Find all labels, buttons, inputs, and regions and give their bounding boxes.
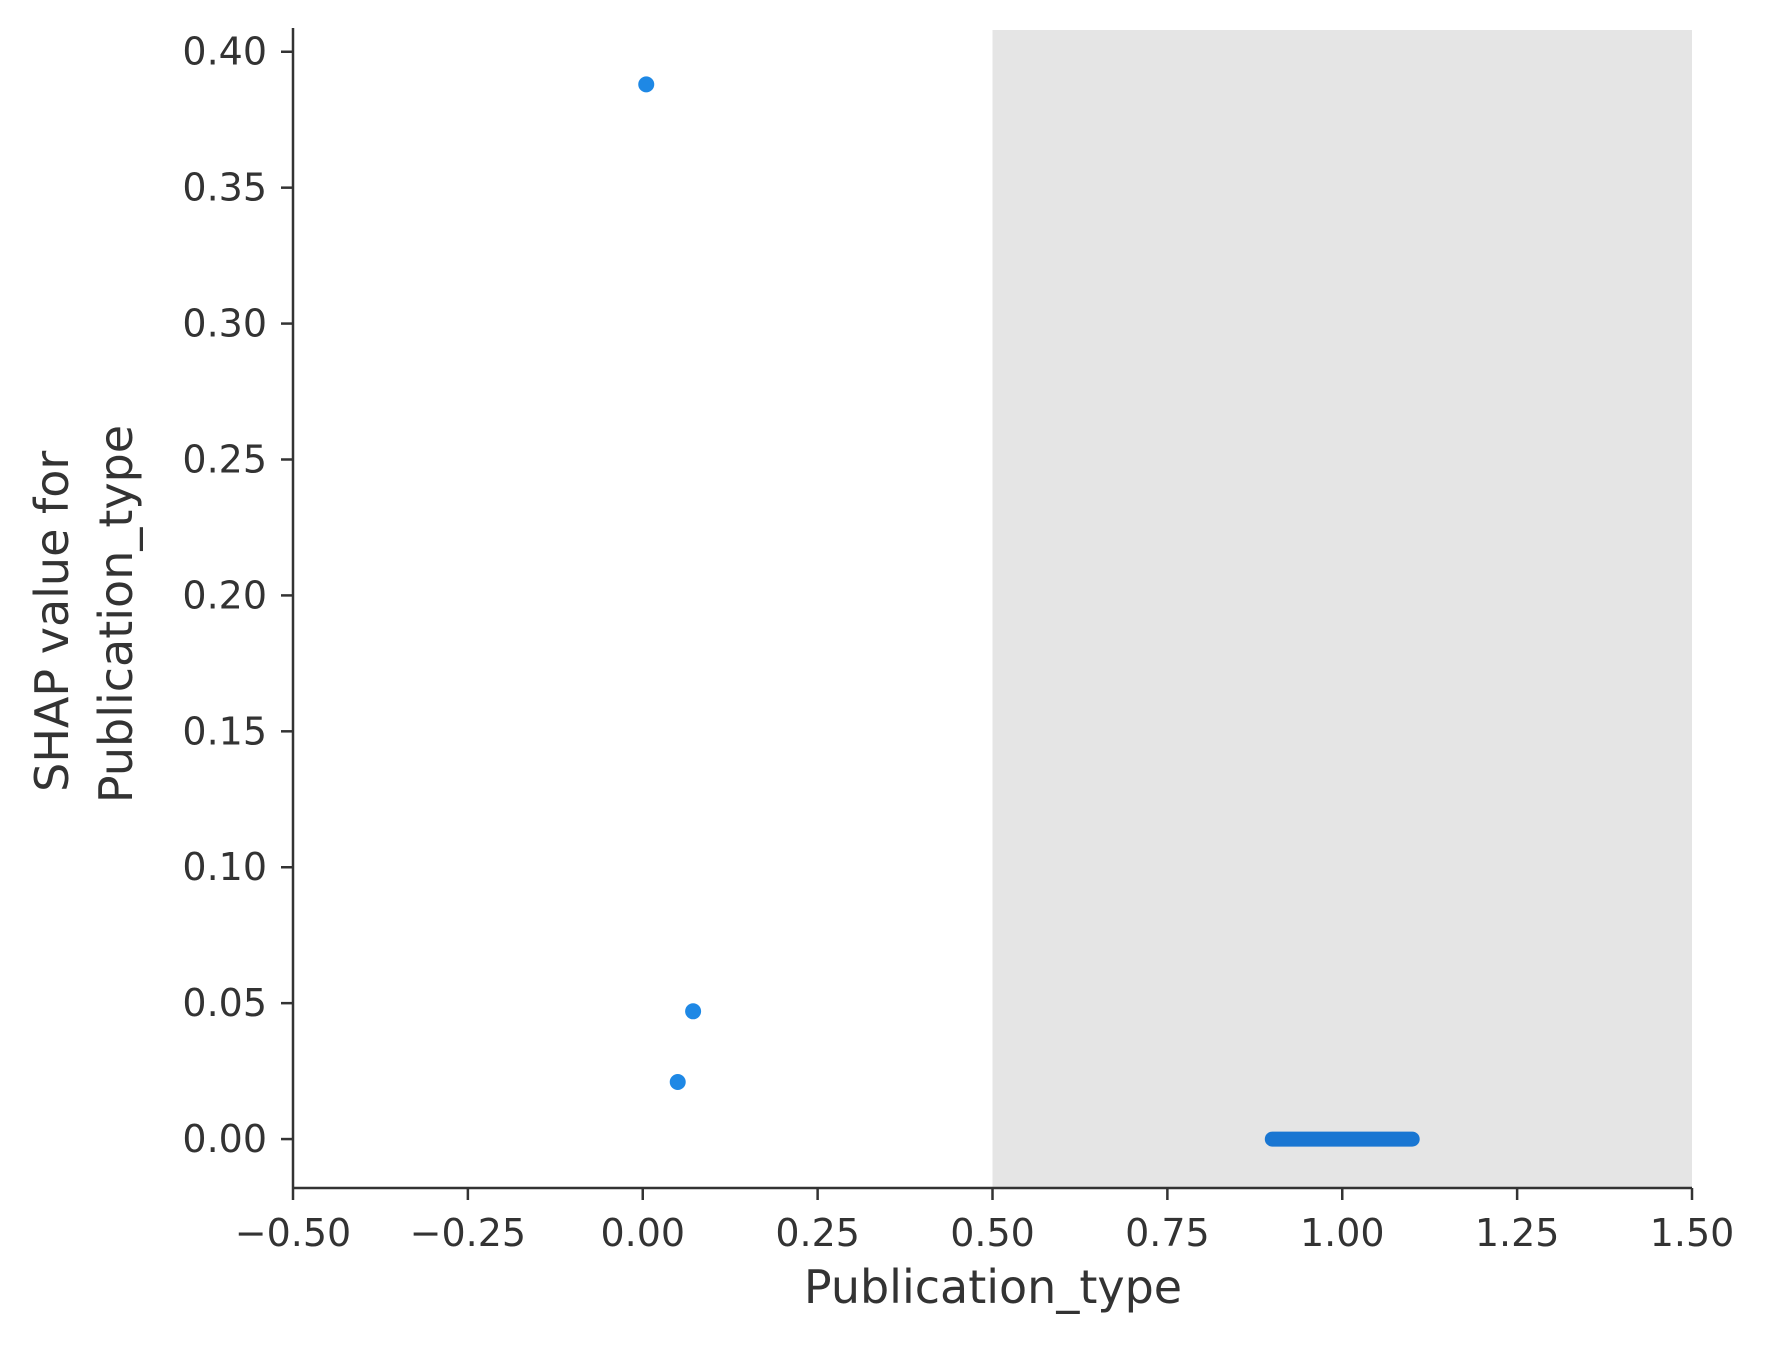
y-axis-label-line-2: Publication_type: [89, 425, 143, 803]
y-tick-label-4: 0.20: [182, 573, 267, 617]
y-ticks-layer: 0.00 0.05 0.10 0.15 0.20 0.25 0.30 0.35 0.40: [182, 30, 293, 1161]
x-tick-label-5: 0.75: [1125, 1211, 1210, 1255]
x-tick-label-6: 1.00: [1300, 1211, 1385, 1255]
y-tick-label-0: 0.00: [182, 1117, 267, 1161]
y-tick-label-3: 0.15: [182, 709, 267, 753]
y-tick-label-6: 0.30: [182, 302, 267, 346]
y-tick-label-7: 0.35: [182, 166, 267, 210]
x-tick-label-1: −0.25: [410, 1211, 526, 1255]
y-tick-label-2: 0.10: [182, 845, 267, 889]
data-point-2: [669, 1073, 686, 1090]
x-tick-label-7: 1.25: [1475, 1211, 1560, 1255]
x-tick-label-2: 0.00: [600, 1211, 685, 1255]
y-axis-label: SHAP value for Publication_type: [25, 425, 143, 803]
shaded-region-layer: [992, 30, 1692, 1188]
x-ticks-layer: −0.50 −0.25 0.00 0.25 0.50 0.75 1.00 1.25 1.50: [235, 1188, 1735, 1255]
data-point-1: [685, 1003, 702, 1020]
y-tick-label-8: 0.40: [182, 30, 267, 74]
x-tick-label-8: 1.50: [1650, 1211, 1735, 1255]
x-tick-label-0: −0.50: [235, 1211, 351, 1255]
x-tick-label-4: 0.50: [950, 1211, 1035, 1255]
y-tick-label-5: 0.25: [182, 437, 267, 481]
x-axis-label: Publication_type: [804, 1260, 1182, 1314]
shaded-region: [992, 30, 1692, 1188]
data-points-layer: [638, 76, 1420, 1147]
data-point-0: [638, 76, 655, 93]
x-tick-label-3: 0.25: [775, 1211, 860, 1255]
y-tick-label-1: 0.05: [182, 981, 267, 1025]
y-axis-label-line-1: SHAP value for: [25, 451, 79, 792]
